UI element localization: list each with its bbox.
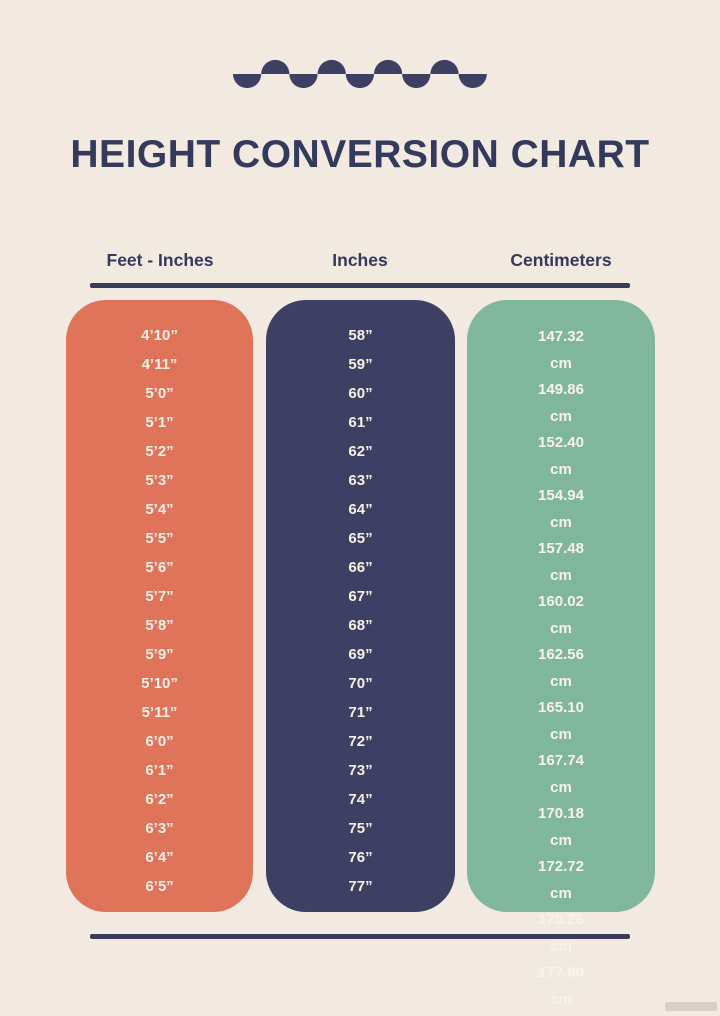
list-item: 71” [348, 704, 373, 721]
list-item: 72” [348, 733, 373, 750]
cm-value: 160.02 [538, 593, 584, 610]
list-item: 75” [348, 820, 373, 837]
list-item: 6’1” [145, 762, 174, 779]
cm-value: 175.26 [538, 911, 584, 928]
cm-unit: cm [550, 990, 572, 1008]
list-item: 4’11” [141, 356, 178, 373]
list-item: 70” [348, 675, 373, 692]
list-item: 73” [348, 762, 373, 779]
scallop-wave-icon [233, 59, 487, 89]
list-item: 59” [348, 356, 373, 373]
list-item: 6’3” [145, 820, 174, 837]
list-item: 69” [348, 646, 373, 663]
cm-unit: cm [550, 354, 572, 372]
list-item: 5’3” [145, 472, 174, 489]
list-item: 77” [348, 878, 373, 895]
cm-unit: cm [550, 566, 572, 584]
list-item: 5’9” [145, 646, 174, 663]
cm-value: 157.48 [538, 540, 584, 557]
feet-inches-pillar [66, 300, 253, 912]
column-header-feet-inches: Feet - Inches [106, 250, 214, 270]
list-item: 61” [348, 414, 373, 431]
list-item: 6’2” [145, 791, 174, 808]
cm-unit: cm [550, 725, 572, 743]
cm-value: 154.94 [538, 487, 584, 504]
column-header-centimeters: Centimeters [510, 250, 612, 270]
inches-list: 58” 59” 60” 61” 62” 63” 64” 65” 66” 67” 68” 69” 70” 7… [266, 321, 455, 901]
cm-unit: cm [550, 672, 572, 690]
header-divider-rule [90, 283, 630, 288]
list-item: 5’11” [141, 704, 178, 721]
watermark [665, 1002, 717, 1011]
list-item: 6’0” [145, 733, 174, 750]
list-item: 76” [348, 849, 373, 866]
list-item: 5’10” [141, 675, 178, 692]
cm-value: 172.72 [538, 858, 584, 875]
cm-unit: cm [550, 937, 572, 955]
cm-unit: cm [550, 619, 572, 637]
list-item: 68” [348, 617, 373, 634]
list-item: 63” [348, 472, 373, 489]
list-item: 58” [348, 327, 373, 344]
list-item: 6’4” [145, 849, 174, 866]
list-item: 5’5” [145, 530, 174, 547]
cm-unit: cm [550, 407, 572, 425]
list-item: 64” [348, 501, 373, 518]
list-item: 5’6” [145, 559, 174, 576]
list-item: 6’5” [145, 878, 174, 895]
centimeters-list: 147.32 cm 149.86 cm 152.40 cm 154.94 cm 157.48 cm… [467, 324, 655, 1013]
list-item: 60” [348, 385, 373, 402]
cm-unit: cm [550, 460, 572, 478]
list-item: 5’4” [145, 501, 174, 518]
list-item: 4’10” [141, 327, 178, 344]
list-item: 65” [348, 530, 373, 547]
list-item: 5’2” [145, 443, 174, 460]
list-item: 5’1” [145, 414, 174, 431]
cm-unit: cm [550, 513, 572, 531]
list-item: 62” [348, 443, 373, 460]
inches-pillar [266, 300, 455, 912]
cm-unit: cm [550, 831, 572, 849]
cm-value: 162.56 [538, 646, 584, 663]
cm-unit: cm [550, 778, 572, 796]
feet-inches-list: 4’10” 4’11” 5’0” 5’1” 5’2” 5’3” 5’4” 5’5” 5’6” 5’… [66, 321, 253, 901]
cm-value: 149.86 [538, 381, 584, 398]
list-item: 5’7” [145, 588, 174, 605]
cm-unit: cm [550, 884, 572, 902]
centimeters-pillar [467, 300, 655, 912]
list-item: 5’8” [145, 617, 174, 634]
cm-value: 177.80 [538, 964, 584, 981]
page-title: HEIGHT CONVERSION CHART [70, 133, 650, 176]
list-item: 5’0” [145, 385, 174, 402]
column-header-inches: Inches [332, 250, 388, 270]
cm-value: 167.74 [538, 752, 584, 769]
cm-value: 170.18 [538, 805, 584, 822]
list-item: 74” [348, 791, 373, 808]
cm-value: 147.32 [538, 328, 584, 345]
footer-divider-rule [90, 934, 630, 939]
cm-value: 152.40 [538, 434, 584, 451]
cm-value: 165.10 [538, 699, 584, 716]
list-item: 67” [348, 588, 373, 605]
list-item: 66” [348, 559, 373, 576]
